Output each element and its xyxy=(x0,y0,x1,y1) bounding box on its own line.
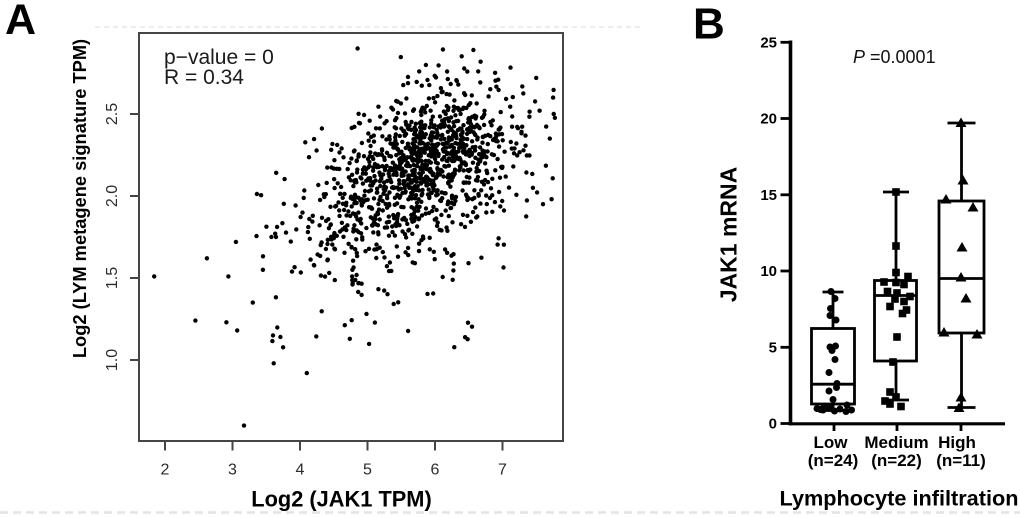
svg-text:(n=24): (n=24) xyxy=(808,451,859,470)
svg-text:2.5: 2.5 xyxy=(104,103,121,125)
svg-text:10: 10 xyxy=(760,263,777,280)
svg-text:Low: Low xyxy=(814,433,849,452)
svg-text:5: 5 xyxy=(363,462,372,479)
svg-text:High: High xyxy=(938,433,976,452)
svg-text:5: 5 xyxy=(769,339,777,356)
svg-text:Log2 (JAK1 TPM): Log2 (JAK1 TPM) xyxy=(251,487,431,512)
svg-text:B: B xyxy=(693,0,725,49)
svg-text:20: 20 xyxy=(760,111,777,128)
svg-text:1.5: 1.5 xyxy=(104,267,121,289)
svg-text:Lymphocyte infiltration: Lymphocyte infiltration xyxy=(780,486,1019,511)
svg-text:3: 3 xyxy=(228,462,237,479)
svg-text:4: 4 xyxy=(296,462,305,479)
svg-text:JAK1 mRNA: JAK1 mRNA xyxy=(716,167,742,302)
svg-text:15: 15 xyxy=(760,187,777,204)
svg-text:p−value = 0: p−value = 0 xyxy=(164,46,274,69)
svg-text:(n=11): (n=11) xyxy=(936,451,986,470)
svg-text:Log2 (LYM metagene signature T: Log2 (LYM metagene signature TPM) xyxy=(69,39,90,358)
svg-text:25: 25 xyxy=(760,34,777,51)
svg-text:1.0: 1.0 xyxy=(104,349,121,371)
svg-text:6: 6 xyxy=(431,462,440,479)
svg-text:0: 0 xyxy=(769,416,777,433)
svg-text:(n=22): (n=22) xyxy=(871,451,922,470)
svg-text:2: 2 xyxy=(161,462,170,479)
svg-text:Medium: Medium xyxy=(864,433,928,452)
svg-text:P =0.0001: P =0.0001 xyxy=(853,47,936,67)
svg-text:A: A xyxy=(5,0,36,44)
svg-text:2.0: 2.0 xyxy=(104,185,121,207)
svg-text:7: 7 xyxy=(498,462,507,479)
svg-text:R = 0.34: R = 0.34 xyxy=(164,66,244,89)
